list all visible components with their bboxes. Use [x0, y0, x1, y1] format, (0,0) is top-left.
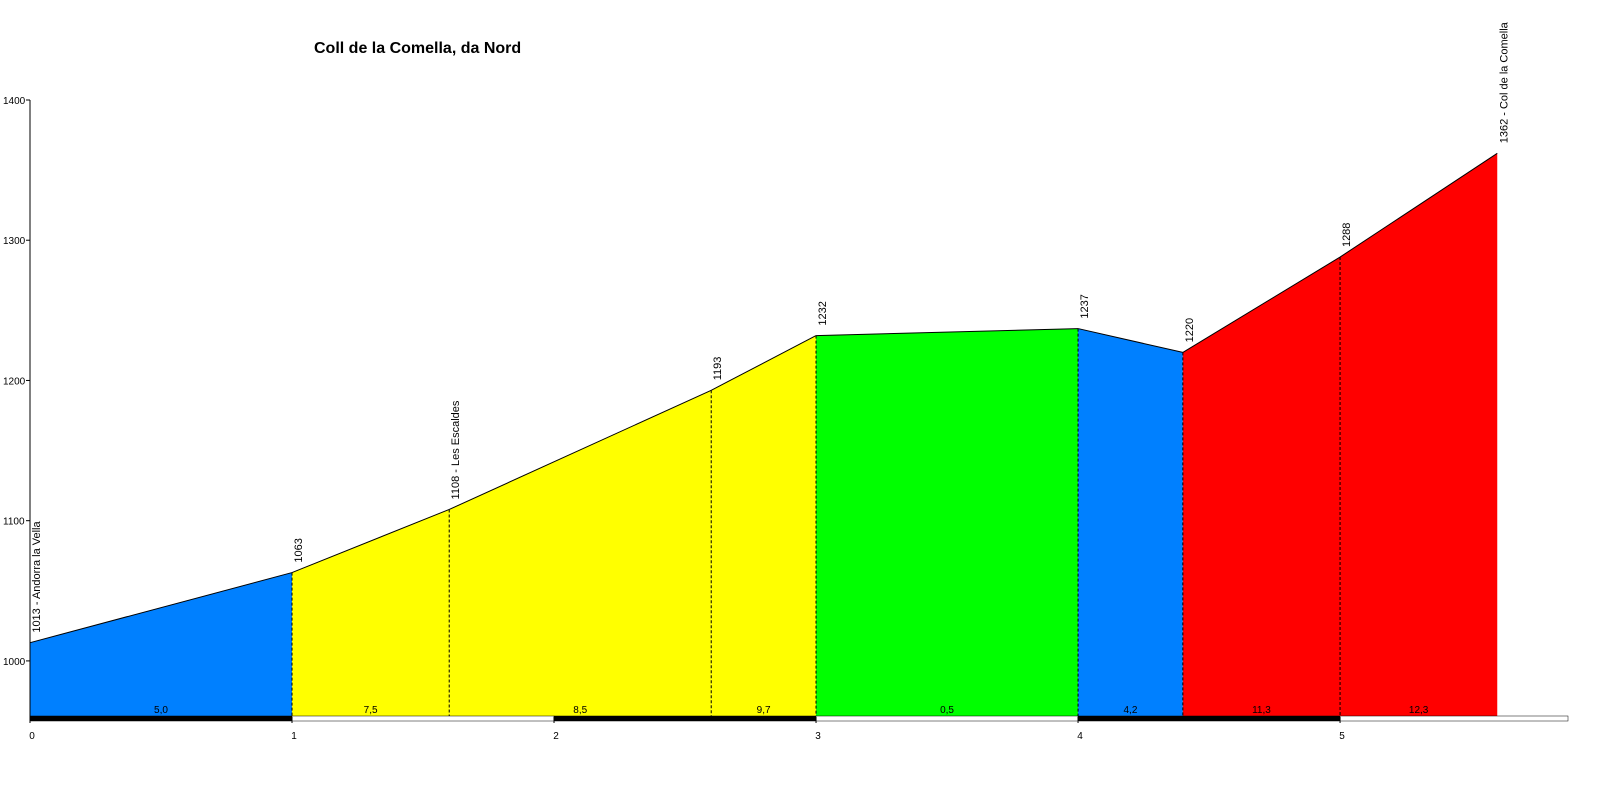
- point-label: 1220: [1184, 318, 1196, 342]
- profile-edge: [1182, 256, 1341, 353]
- km-bar: [1339, 715, 1569, 722]
- profile-edge: [449, 389, 712, 510]
- point-label: 1108 - Les Escaldes: [450, 400, 462, 499]
- profile-segment: [1340, 153, 1498, 717]
- y-tick-label: 1200: [3, 376, 26, 387]
- gradient-label: 8,5: [573, 705, 587, 716]
- x-tick-label: 2: [553, 731, 559, 742]
- profile-edge: [1077, 328, 1183, 353]
- x-tick-label: 4: [1077, 731, 1083, 742]
- profile-edge: [29, 572, 293, 644]
- profile-segment: [449, 390, 712, 717]
- y-tick-label: 1400: [3, 96, 26, 107]
- point-label: 1288: [1341, 223, 1353, 247]
- point-label: 1232: [817, 301, 829, 325]
- gradient-label: 5,0: [154, 705, 168, 716]
- y-tick-label: 1100: [3, 517, 25, 528]
- profile-segment: [1078, 328, 1183, 717]
- profile-edge: [1339, 152, 1498, 258]
- profile-segment: [292, 509, 450, 717]
- point-label: 1063: [293, 538, 305, 562]
- km-bar: [815, 715, 1079, 722]
- profile-edge: [710, 335, 817, 391]
- point-label: 1193: [712, 357, 724, 381]
- point-label: 1237: [1079, 294, 1091, 318]
- km-bar: [291, 715, 555, 722]
- gradient-label: 11,3: [1252, 705, 1271, 716]
- x-tick-label: 0: [29, 731, 35, 742]
- x-tick-label: 3: [815, 731, 821, 742]
- profile-edge: [291, 508, 450, 574]
- x-tick-label: 5: [1339, 731, 1345, 742]
- gradient-label: 12,3: [1409, 705, 1429, 716]
- chart-title: Coll de la Comella, da Nord: [314, 40, 521, 57]
- gradient-label: 9,7: [757, 705, 771, 716]
- y-tick-label: 1000: [3, 657, 26, 668]
- x-tick-label: 1: [291, 731, 297, 742]
- gradient-label: 4,2: [1123, 705, 1137, 716]
- profile-edge: [816, 328, 1079, 337]
- profile-segment: [816, 328, 1079, 717]
- km-bar: [29, 715, 293, 722]
- profile-segment: [1182, 257, 1341, 717]
- profile-segment: [711, 335, 817, 717]
- point-label: 1362 - Col de la Comella: [1498, 21, 1510, 143]
- km-bar: [1077, 715, 1341, 722]
- gradient-label: 0,5: [940, 705, 954, 716]
- gradient-label: 7,5: [364, 705, 378, 716]
- profile-segment: [30, 572, 293, 717]
- km-bar: [553, 715, 817, 722]
- y-tick-label: 1300: [3, 236, 26, 247]
- point-label: 1013 - Andorra la Vella: [31, 520, 43, 632]
